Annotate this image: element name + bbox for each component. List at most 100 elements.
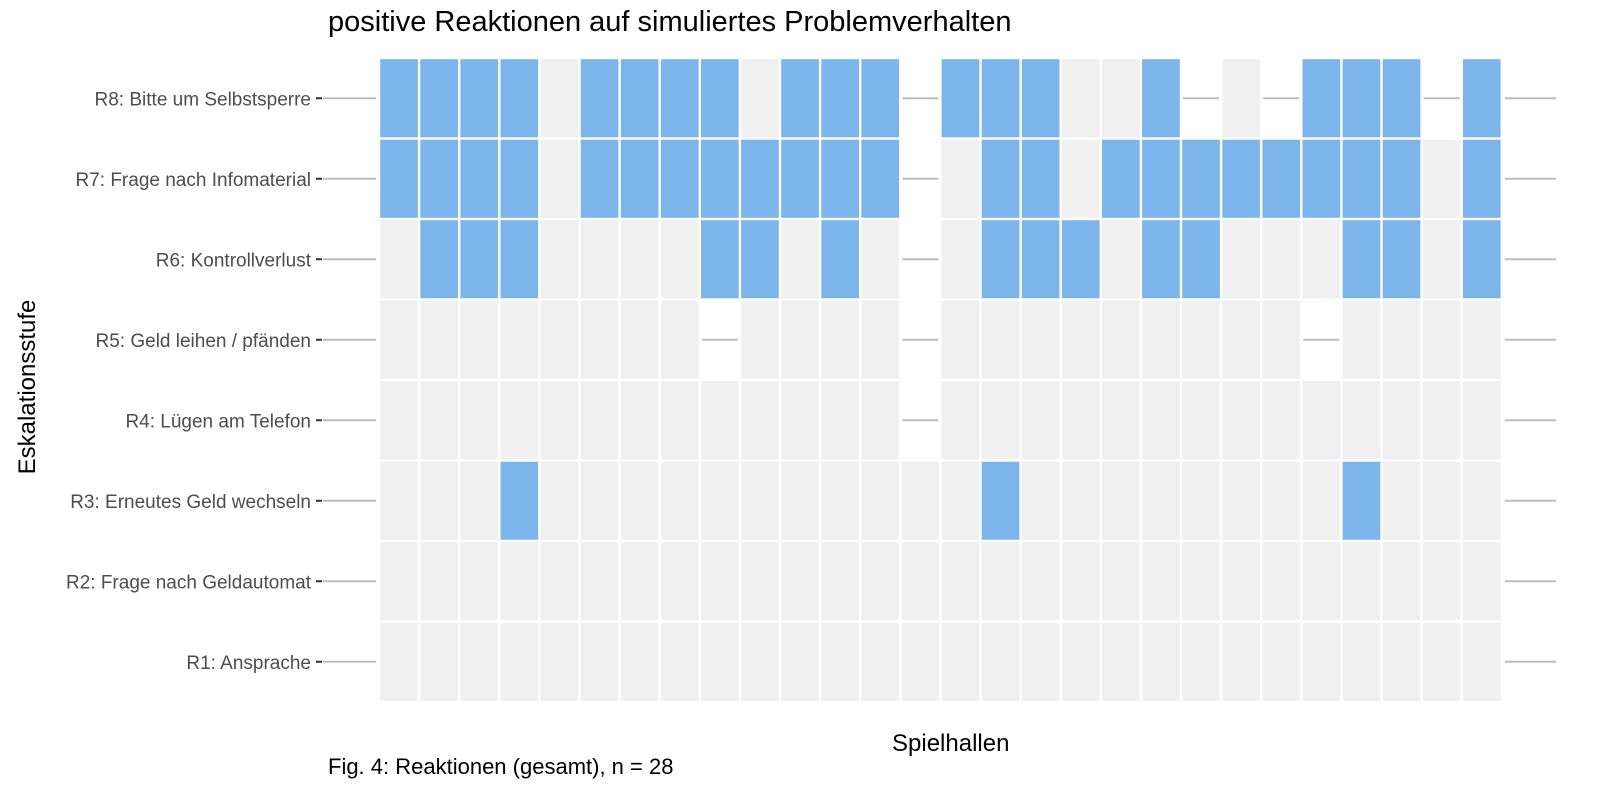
- cell-positive: [821, 59, 859, 138]
- cell-positive: [1382, 220, 1421, 299]
- cell-negative: [821, 300, 859, 379]
- cell-negative: [620, 381, 659, 460]
- cell-positive: [580, 59, 619, 138]
- cell-negative: [1342, 300, 1381, 379]
- cell-negative: [861, 542, 900, 621]
- cell-negative: [781, 622, 819, 701]
- cell-negative: [1262, 300, 1301, 379]
- cell-negative: [540, 381, 579, 460]
- cell-negative: [941, 139, 980, 218]
- cell-negative: [1342, 381, 1381, 460]
- cell-negative: [460, 461, 499, 540]
- cell-negative: [540, 300, 579, 379]
- cell-negative: [941, 461, 980, 540]
- cell-positive: [380, 139, 418, 218]
- cell-positive: [701, 139, 739, 218]
- cell-negative: [1342, 542, 1381, 621]
- cell-negative: [781, 300, 819, 379]
- cell-negative: [1262, 461, 1301, 540]
- cell-negative: [660, 622, 699, 701]
- cell-negative: [1302, 461, 1341, 540]
- cell-negative: [420, 461, 458, 540]
- cell-negative: [1422, 300, 1461, 379]
- cell-negative: [1102, 381, 1140, 460]
- cell-negative: [1222, 461, 1260, 540]
- cell-negative: [1382, 622, 1421, 701]
- cell-negative: [660, 461, 699, 540]
- cell-negative: [1262, 381, 1301, 460]
- cell-negative: [1302, 381, 1341, 460]
- cell-negative: [1142, 300, 1180, 379]
- cell-negative: [941, 542, 980, 621]
- heatmap-cells: [380, 59, 1501, 701]
- cell-negative: [1302, 542, 1341, 621]
- cell-positive: [1182, 139, 1220, 218]
- cell-positive: [500, 461, 539, 540]
- cell-negative: [420, 300, 458, 379]
- cell-negative: [660, 220, 699, 299]
- missing-markers: [323, 97, 1556, 663]
- cell-negative: [420, 542, 458, 621]
- cell-negative: [941, 220, 980, 299]
- cell-negative: [500, 300, 539, 379]
- cell-positive: [1061, 220, 1100, 299]
- cell-positive: [861, 139, 900, 218]
- cell-negative: [701, 461, 739, 540]
- cell-negative: [500, 542, 539, 621]
- cell-positive: [1342, 461, 1381, 540]
- cell-positive: [741, 220, 779, 299]
- cell-positive: [781, 139, 819, 218]
- cell-negative: [1021, 542, 1060, 621]
- cell-negative: [1222, 220, 1260, 299]
- cell-positive: [941, 59, 980, 138]
- cell-positive: [1342, 220, 1381, 299]
- cell-negative: [1462, 461, 1501, 540]
- cell-negative: [861, 220, 900, 299]
- cell-positive: [1342, 59, 1381, 138]
- cell-negative: [1102, 542, 1140, 621]
- cell-negative: [1262, 220, 1301, 299]
- cell-negative: [741, 381, 779, 460]
- cell-negative: [540, 59, 579, 138]
- cell-negative: [1262, 622, 1301, 701]
- cell-negative: [580, 461, 619, 540]
- cell-negative: [1061, 542, 1100, 621]
- cell-negative: [981, 381, 1020, 460]
- cell-positive: [821, 220, 859, 299]
- cell-negative: [1422, 381, 1461, 460]
- cell-negative: [540, 139, 579, 218]
- cell-negative: [821, 381, 859, 460]
- y-tick-label: R7: Frage nach Infomaterial: [75, 170, 311, 191]
- cell-negative: [1422, 220, 1461, 299]
- cell-positive: [1462, 59, 1501, 138]
- cell-negative: [540, 542, 579, 621]
- cell-negative: [1061, 381, 1100, 460]
- cell-positive: [1021, 220, 1060, 299]
- cell-positive: [1102, 139, 1140, 218]
- cell-positive: [1462, 220, 1501, 299]
- cell-negative: [1302, 622, 1341, 701]
- cell-negative: [540, 220, 579, 299]
- cell-negative: [1102, 300, 1140, 379]
- cell-positive: [981, 59, 1020, 138]
- cell-negative: [981, 300, 1020, 379]
- cell-negative: [460, 300, 499, 379]
- cell-negative: [460, 622, 499, 701]
- cell-negative: [580, 220, 619, 299]
- cell-positive: [660, 59, 699, 138]
- cell-negative: [460, 542, 499, 621]
- y-tick-label: R4: Lügen am Telefon: [125, 411, 311, 432]
- cell-positive: [1462, 139, 1501, 218]
- cell-positive: [620, 59, 659, 138]
- cell-negative: [1142, 381, 1180, 460]
- cell-negative: [1462, 300, 1501, 379]
- cell-negative: [380, 461, 418, 540]
- cell-positive: [1222, 139, 1260, 218]
- cell-negative: [741, 461, 779, 540]
- cell-negative: [741, 542, 779, 621]
- cell-negative: [380, 381, 418, 460]
- cell-negative: [741, 59, 779, 138]
- cell-negative: [1102, 622, 1140, 701]
- cell-negative: [741, 300, 779, 379]
